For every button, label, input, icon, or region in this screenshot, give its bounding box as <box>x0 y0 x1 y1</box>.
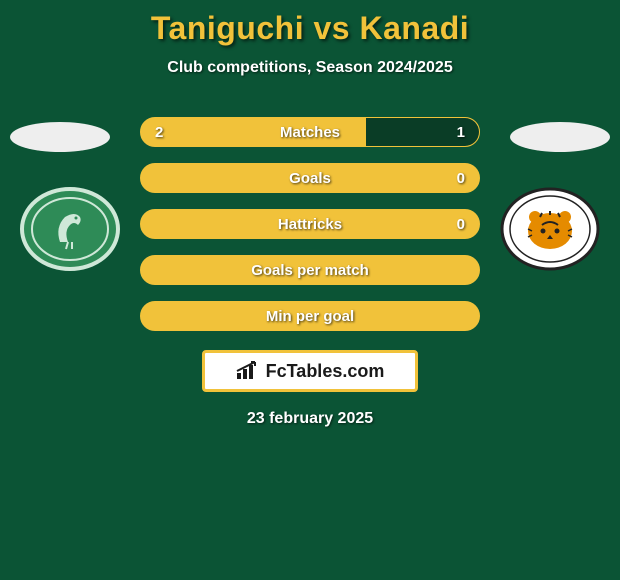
player-marker-left <box>10 122 110 152</box>
subtitle: Club competitions, Season 2024/2025 <box>0 59 620 77</box>
bar-label: Hattricks <box>141 210 479 238</box>
bar-label: Matches <box>141 118 479 146</box>
stat-row: Goals per match <box>140 255 480 285</box>
date-label: 23 february 2025 <box>0 410 620 428</box>
comparison-bars: Matches21Goals0Hattricks0Goals per match… <box>140 117 480 347</box>
tiger-crest-icon <box>500 187 600 272</box>
team-logo-left <box>20 187 120 272</box>
bar-value-right: 0 <box>457 164 465 192</box>
stat-row: Goals0 <box>140 163 480 193</box>
team-logo-right <box>500 187 600 272</box>
bar-label: Min per goal <box>141 302 479 330</box>
source-badge: FcTables.com <box>202 350 418 392</box>
bar-value-right: 0 <box>457 210 465 238</box>
bar-label: Goals per match <box>141 256 479 284</box>
chart-area: Matches21Goals0Hattricks0Goals per match… <box>0 117 620 377</box>
stat-row: Matches2 1 <box>140 117 480 147</box>
bird-crest-icon <box>20 187 120 272</box>
stat-row: Min per goal <box>140 301 480 331</box>
player-marker-right <box>510 122 610 152</box>
stat-row: Hattricks0 <box>140 209 480 239</box>
bar-label: Goals <box>141 164 479 192</box>
bar-value-right: 1 <box>457 118 465 146</box>
bar-value-left: 2 <box>155 118 163 146</box>
page-title: Taniguchi vs Kanadi <box>0 0 620 47</box>
bars-icon <box>236 361 260 381</box>
source-text: FcTables.com <box>266 361 385 382</box>
comparison-infographic: Taniguchi vs Kanadi Club competitions, S… <box>0 0 620 580</box>
